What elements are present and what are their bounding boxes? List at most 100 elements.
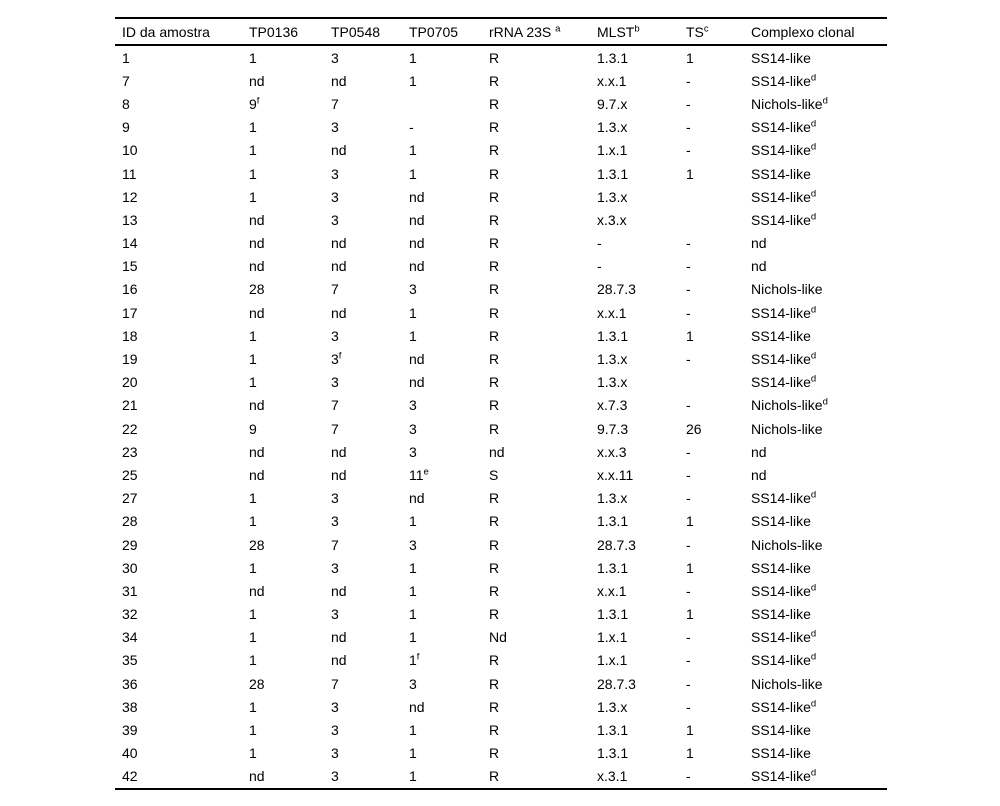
table-cell: R <box>489 420 500 437</box>
superscript-footnote-mark: d <box>810 651 817 663</box>
table-cell <box>402 92 482 115</box>
table-cell: nd <box>331 629 347 646</box>
table-cell: - <box>686 443 691 460</box>
table-cell: - <box>686 397 691 414</box>
table-cell: 1.3.1 <box>597 327 629 344</box>
table-cell: 3 <box>409 443 417 460</box>
superscript-footnote-mark: d <box>810 698 817 710</box>
table-cell: nd <box>249 582 265 599</box>
table-cell: 1 <box>409 629 417 646</box>
table-cell: 8 <box>122 95 130 112</box>
table-cell: nd <box>249 768 265 785</box>
table-cell: 3 <box>331 745 339 762</box>
table-cell: - <box>686 698 691 715</box>
table-cell: nd <box>249 258 265 275</box>
table-cell: - <box>686 675 691 692</box>
table-cell: x.3.x <box>597 211 627 228</box>
table-cell: 1 <box>409 582 417 599</box>
table-row: 1 1 3 1 R 1.3.1 1 SS14-like <box>115 45 887 69</box>
table-cell: 28 <box>249 281 265 298</box>
table-cell: 1 <box>249 513 257 530</box>
superscript-footnote-mark: b <box>634 22 640 34</box>
table-cell: R <box>489 397 500 414</box>
table-cell: 3 <box>331 513 339 530</box>
table-cell: 1 <box>249 745 257 762</box>
table-cell: R <box>489 165 500 182</box>
table-cell: R <box>489 211 500 228</box>
table-cell: R <box>489 745 500 762</box>
table-cell: SS14-like <box>751 606 811 623</box>
table-cell: nd <box>751 258 767 275</box>
table-cell: - <box>686 490 691 507</box>
table-cell: 1.3.1 <box>597 165 629 182</box>
table-cell: 18 <box>122 327 138 344</box>
table-cell: - <box>686 768 691 785</box>
table-cell: 1f <box>409 651 420 669</box>
table-cell: R <box>489 258 500 275</box>
table-cell: nd <box>331 652 347 669</box>
table-cell: SS14-liked <box>751 188 817 205</box>
table-cell: 36 <box>122 675 138 692</box>
table-row: 40 1 3 1 R 1.3.1 1 SS14-like <box>115 742 887 765</box>
table-cell: 1.x.1 <box>597 142 628 159</box>
table-cell: nd <box>331 235 347 252</box>
table-cell: 11 <box>122 165 137 182</box>
table-cell: 12 <box>122 188 138 205</box>
table-cell: nd <box>331 304 347 321</box>
table-cell: SS14-liked <box>751 211 817 228</box>
table-cell <box>679 371 744 394</box>
table-cell: nd <box>249 72 265 89</box>
table-cell: 3 <box>409 536 417 553</box>
table-cell: 20 <box>122 374 138 391</box>
table-cell: R <box>489 652 500 669</box>
table-cell: 1.3.1 <box>597 745 629 762</box>
table-cell: 1 <box>249 188 257 205</box>
column-header: rRNA 23S a <box>482 18 590 46</box>
table-cell: 14 <box>122 235 138 252</box>
table-cell: nd <box>489 443 505 460</box>
table-cell: 1 <box>249 629 257 646</box>
superscript-footnote-mark: d <box>810 628 817 640</box>
superscript-footnote-mark: d <box>810 582 817 594</box>
table-cell: S <box>489 466 499 483</box>
table-cell: 1 <box>686 745 694 762</box>
table-cell: 3 <box>331 606 339 623</box>
table-cell: - <box>686 142 691 159</box>
table-cell: - <box>686 95 691 112</box>
table-row: 22 9 7 3 R 9.7.3 26 Nichols-like <box>115 417 887 440</box>
table-cell: 28.7.3 <box>597 536 636 553</box>
table-cell: R <box>489 119 500 136</box>
table-cell: R <box>489 698 500 715</box>
table-cell: 3 <box>409 281 417 298</box>
table-row: 16 28 7 3 R 28.7.3 - Nichols-like <box>115 278 887 301</box>
table-cell: R <box>489 490 500 507</box>
table-cell: 16 <box>122 281 138 298</box>
table-cell: nd <box>751 235 767 252</box>
superscript-footnote-mark: d <box>810 350 817 362</box>
table-cell: 3 <box>331 698 339 715</box>
table-cell: nd <box>331 466 347 483</box>
table-cell: 9.7.x <box>597 95 628 112</box>
table-cell: nd <box>409 698 425 715</box>
table-cell: 1 <box>249 722 257 739</box>
table-cell: 1.3.1 <box>597 49 629 66</box>
table-row: 20 1 3 nd R 1.3.x SS14-liked <box>115 371 887 394</box>
table-cell: Nichols-like <box>751 675 823 692</box>
table-cell: 28.7.3 <box>597 675 636 692</box>
table-row: 29 28 7 3 R 28.7.3 - Nichols-like <box>115 533 887 556</box>
table-cell: 7 <box>331 281 339 298</box>
column-header: TP0705 <box>402 18 482 46</box>
table-cell: 29 <box>122 536 138 553</box>
table-cell: 35 <box>122 652 138 669</box>
table-cell: 23 <box>122 443 138 460</box>
table-cell: nd <box>249 466 265 483</box>
table-cell: nd <box>409 235 425 252</box>
table-cell: nd <box>409 188 425 205</box>
table-cell: 3 <box>331 490 339 507</box>
table-cell: 1.3.x <box>597 698 628 715</box>
table-cell: 27 <box>122 490 138 507</box>
table-cell: SS14-liked <box>751 767 817 785</box>
table-cell: - <box>686 281 691 298</box>
superscript-footnote-mark: d <box>810 72 817 84</box>
